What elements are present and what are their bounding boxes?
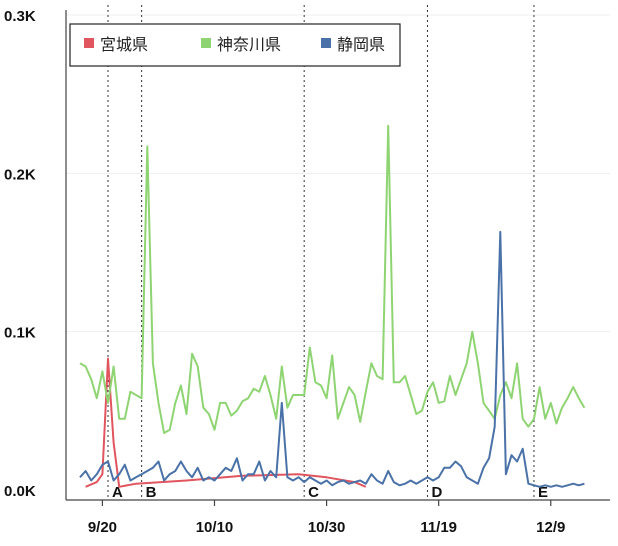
annotation-label: B xyxy=(146,484,157,501)
legend-swatch xyxy=(321,38,331,48)
x-tick-label: 12/9 xyxy=(536,519,565,536)
x-tick-label: 10/10 xyxy=(196,519,234,536)
y-tick-label: 0.2K xyxy=(4,166,36,183)
legend-entry: 神奈川県 xyxy=(217,35,281,54)
legend: 宮城県 神奈川県 静岡県 xyxy=(69,23,401,67)
legend-entry: 宮城県 xyxy=(100,35,148,54)
y-tick-label: 0.1K xyxy=(4,325,36,342)
series-line-2 xyxy=(79,230,585,488)
annotation-label: C xyxy=(308,484,319,501)
x-tick-label: 9/20 xyxy=(88,519,117,536)
y-tick-label: 0.0K xyxy=(4,483,36,500)
annotation-label: E xyxy=(538,484,548,501)
series-line-0 xyxy=(85,357,367,488)
annotation-label: D xyxy=(431,484,442,501)
legend-swatch xyxy=(201,38,211,48)
x-tick-label: 11/19 xyxy=(420,519,457,536)
legend-box xyxy=(69,23,401,67)
y-tick-label: 0.3K xyxy=(4,8,36,25)
grid-lines xyxy=(66,14,610,333)
series-lines xyxy=(79,124,586,488)
event-annotations: A B C D E xyxy=(107,5,548,501)
series-line-1 xyxy=(79,124,586,434)
axes: 0.0K 0.1K 0.2K 0.3K 9/20 10/10 10/30 11/19 12/9 xyxy=(4,8,610,536)
x-tick-label: 10/30 xyxy=(308,519,346,536)
legend-swatch xyxy=(84,38,94,48)
legend-entry: 静岡県 xyxy=(337,35,385,54)
annotation-label: A xyxy=(112,484,123,501)
